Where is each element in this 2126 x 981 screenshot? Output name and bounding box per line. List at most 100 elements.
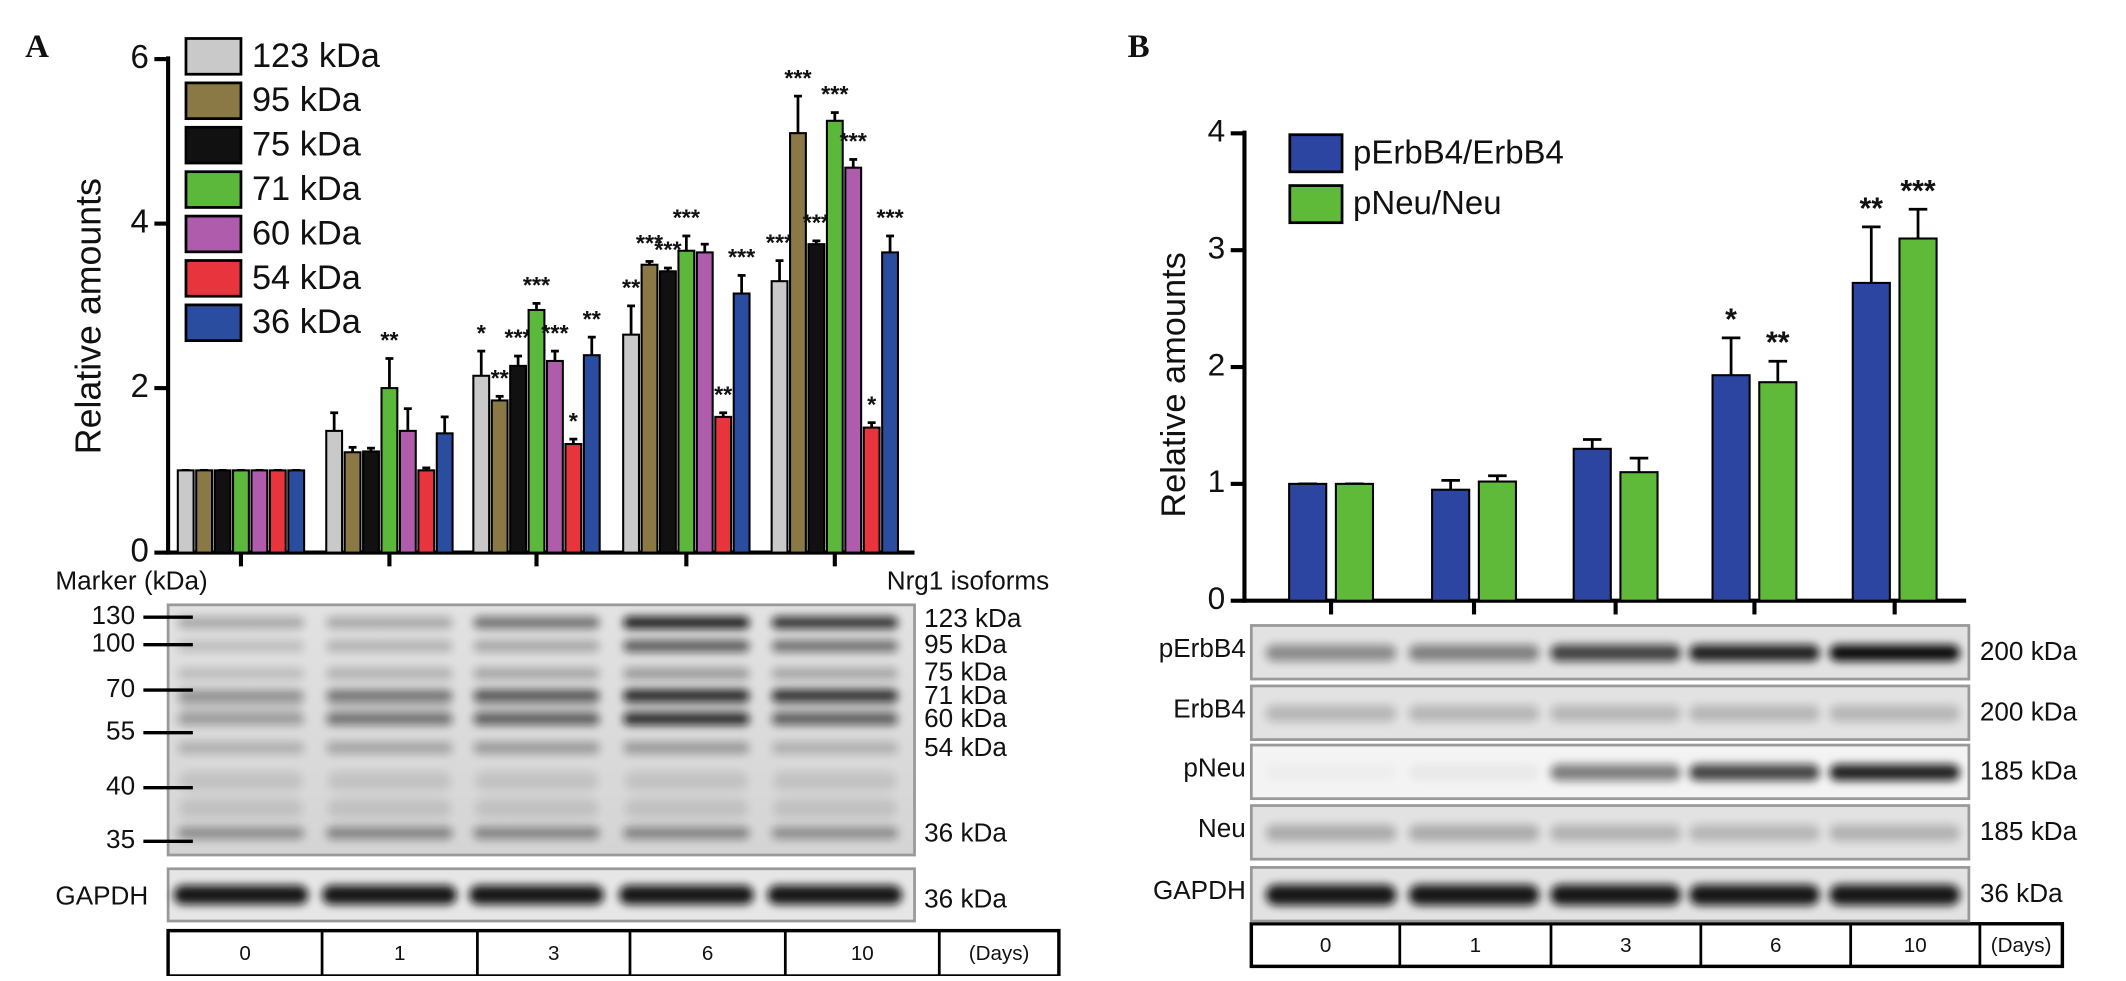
bar bbox=[862, 426, 881, 554]
y-tick-label: 1 bbox=[1208, 463, 1226, 499]
blot-band bbox=[473, 826, 600, 840]
blot-band bbox=[474, 694, 599, 714]
y-tick-label: 6 bbox=[130, 38, 148, 75]
significance-label: * bbox=[867, 391, 877, 417]
bar bbox=[362, 450, 380, 554]
blot-band bbox=[1408, 705, 1540, 722]
blot-band bbox=[771, 667, 899, 680]
blot-band bbox=[177, 741, 305, 754]
bar bbox=[490, 399, 509, 554]
blot-band bbox=[1550, 824, 1681, 842]
bar bbox=[825, 119, 844, 554]
blot-band bbox=[623, 639, 750, 653]
legend-label: pNeu/Neu bbox=[1353, 184, 1502, 221]
bar bbox=[176, 469, 195, 554]
legend-label: 36 kDa bbox=[252, 303, 362, 341]
day-label: 0 bbox=[239, 942, 250, 965]
y-tick-label: 4 bbox=[1208, 113, 1226, 149]
blot-band bbox=[623, 826, 750, 840]
significance-label: ** bbox=[491, 365, 510, 391]
legend-label: 71 kDa bbox=[252, 170, 362, 208]
bar bbox=[1334, 482, 1375, 602]
legend-swatch bbox=[184, 37, 243, 76]
blot-label: Marker (kDa) bbox=[55, 566, 207, 596]
blot-row-label: pNeu bbox=[1183, 753, 1245, 783]
blot-band bbox=[326, 639, 453, 653]
legend-swatch bbox=[184, 170, 243, 209]
blot-band bbox=[1829, 884, 1960, 906]
legend-swatch bbox=[184, 303, 243, 343]
blot-band bbox=[1829, 824, 1960, 842]
bar bbox=[1898, 237, 1938, 602]
bar bbox=[472, 374, 491, 554]
day-label: 3 bbox=[1620, 934, 1631, 957]
y-tick-label: 0 bbox=[1208, 580, 1226, 616]
y-tick-label: 0 bbox=[130, 531, 148, 568]
blot-band bbox=[177, 712, 305, 726]
day-label: 6 bbox=[702, 942, 713, 965]
blot-band bbox=[173, 885, 309, 905]
legend-swatch bbox=[1288, 184, 1344, 225]
legend-label: 123 kDa bbox=[252, 37, 381, 75]
blot-label: 36 kDa bbox=[924, 883, 1007, 913]
blot-size-label: 36 kDa bbox=[1980, 878, 2063, 908]
blot-band bbox=[771, 639, 899, 653]
blot-band bbox=[473, 667, 600, 680]
bar bbox=[1711, 374, 1751, 602]
blot-band bbox=[1689, 824, 1820, 842]
y-axis-label: Relative amounts bbox=[1155, 252, 1193, 517]
blot-band bbox=[771, 712, 899, 726]
blot-band bbox=[1408, 884, 1540, 906]
blot-band bbox=[473, 712, 600, 726]
blot-band bbox=[623, 741, 750, 754]
blot-band bbox=[326, 741, 453, 754]
blot-band bbox=[177, 667, 305, 680]
bar bbox=[417, 469, 436, 554]
blot-band bbox=[623, 712, 750, 726]
blot-band bbox=[1408, 764, 1540, 781]
blot-band bbox=[1266, 764, 1397, 780]
significance-label: *** bbox=[821, 81, 849, 107]
blot-band bbox=[1689, 644, 1820, 662]
marker-label: 100 bbox=[92, 628, 136, 658]
blot-band bbox=[1550, 884, 1681, 906]
day-label: 1 bbox=[394, 942, 405, 965]
blot-band bbox=[473, 741, 600, 754]
legend-label: 75 kDa bbox=[252, 126, 362, 164]
significance-label: *** bbox=[673, 205, 701, 231]
blot-band bbox=[326, 826, 453, 840]
blot-band bbox=[1408, 644, 1540, 662]
day-label: 1 bbox=[1470, 934, 1481, 957]
blot-band bbox=[1265, 884, 1397, 906]
significance-label: * bbox=[1725, 303, 1737, 336]
y-tick-label: 4 bbox=[130, 202, 148, 239]
blot-band bbox=[772, 694, 897, 714]
blot-row-label: ErbB4 bbox=[1173, 694, 1246, 724]
blot-label: Nrg1 isoforms bbox=[887, 566, 1050, 596]
significance-label: *** bbox=[784, 65, 812, 91]
blot-band bbox=[618, 885, 754, 905]
isoform-label: 75 kDa bbox=[924, 656, 1007, 686]
blot-band bbox=[326, 667, 453, 680]
blot-band bbox=[1550, 705, 1681, 722]
blot-row-label: Neu bbox=[1198, 813, 1246, 843]
panel-letter: A bbox=[25, 29, 49, 65]
legend-swatch bbox=[184, 259, 243, 298]
legend-swatch bbox=[184, 81, 243, 121]
significance-label: *** bbox=[876, 205, 904, 231]
significance-label: * bbox=[477, 320, 487, 346]
isoform-label: 54 kDa bbox=[924, 732, 1007, 762]
blot-row-label: GAPDH bbox=[1153, 875, 1246, 905]
blot-band bbox=[327, 798, 452, 818]
legend-swatch bbox=[184, 214, 243, 254]
blot-size-label: 185 kDa bbox=[1980, 816, 2078, 846]
marker-label: 35 bbox=[106, 824, 135, 854]
day-label: 0 bbox=[1320, 934, 1331, 957]
blot-band bbox=[1550, 644, 1681, 662]
blot-band bbox=[771, 616, 899, 629]
blot-band bbox=[1265, 824, 1397, 842]
legend-label: 54 kDa bbox=[252, 259, 362, 297]
bar bbox=[1431, 488, 1471, 602]
blot-band bbox=[1689, 705, 1820, 722]
blot-band bbox=[1550, 764, 1681, 781]
